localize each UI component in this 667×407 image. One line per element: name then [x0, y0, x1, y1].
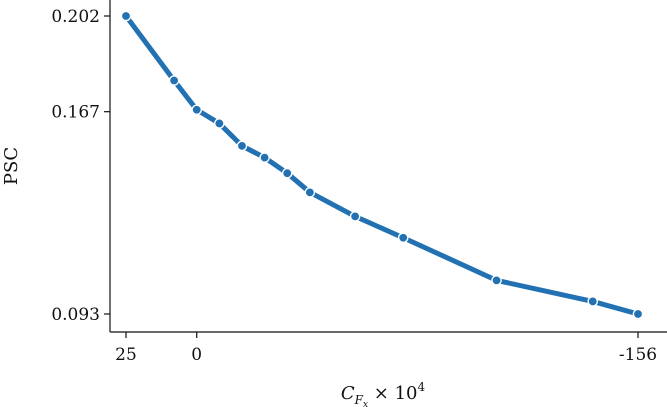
- data-point: [632, 308, 644, 320]
- data-point: [214, 118, 225, 129]
- x-axis-label: CFx × 104: [341, 380, 426, 407]
- x-tick-label: -156: [619, 345, 657, 365]
- x-tick-label: 0: [191, 345, 202, 365]
- x-label-superscript: 4: [417, 380, 425, 394]
- axes: [109, 0, 667, 333]
- data-point: [120, 10, 132, 22]
- data-point: [491, 275, 502, 286]
- data-point: [191, 104, 203, 116]
- data-point: [259, 152, 270, 163]
- data-point: [236, 140, 248, 152]
- data-point: [304, 187, 316, 198]
- x-label-subsubscript: x: [363, 400, 368, 407]
- x-tick-label: 25: [115, 345, 137, 365]
- y-tick-label: 0.202: [51, 7, 100, 27]
- data-point: [349, 211, 361, 222]
- series-layer: [120, 10, 644, 320]
- series-line: [123, 13, 641, 317]
- y-axis-label: PSC: [1, 147, 22, 185]
- ticks: 25 0 -156 0.202 0.167 0.093: [51, 7, 657, 365]
- x-label-subscript: F: [354, 393, 364, 407]
- x-label-suffix: × 10: [368, 383, 417, 404]
- data-point: [587, 296, 599, 307]
- data-point: [281, 167, 293, 179]
- data-point: [397, 232, 409, 244]
- y-tick-label: 0.093: [51, 305, 100, 325]
- y-tick-label: 0.167: [51, 103, 100, 123]
- x-label-base: C: [341, 383, 355, 404]
- data-point: [168, 75, 180, 86]
